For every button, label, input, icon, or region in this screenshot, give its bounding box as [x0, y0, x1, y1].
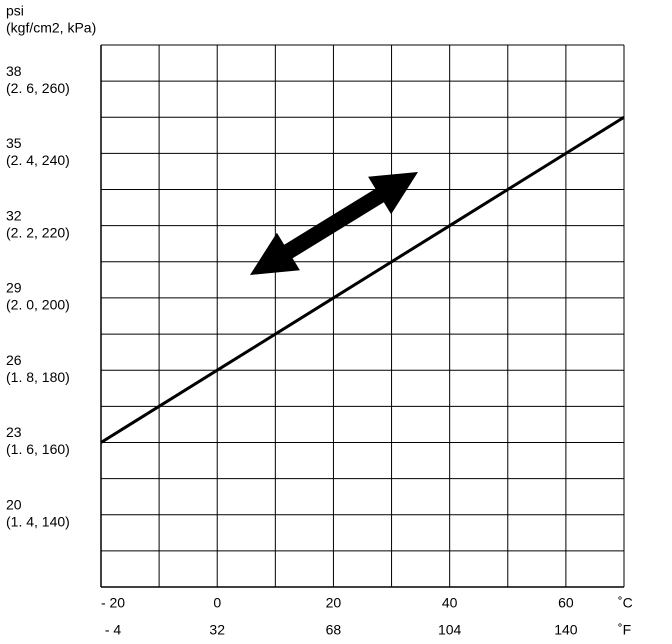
- y-tick-secondary-label: (2. 4, 240): [6, 152, 70, 168]
- y-tick-label: 32: [6, 207, 22, 223]
- data-line: [100, 115, 625, 444]
- y-tick-secondary-label: (2. 2, 220): [6, 224, 70, 240]
- y-tick-label: 23: [6, 424, 22, 440]
- x-tick-secondary-label: 104: [438, 622, 462, 638]
- x-tick-secondary-label: - 4: [105, 622, 122, 638]
- y-axis-label: psi: [6, 3, 24, 19]
- y-tick-label: 38: [6, 63, 22, 79]
- x-tick-label: 0: [213, 595, 221, 611]
- y-tick-label: 26: [6, 352, 22, 368]
- y-tick-label: 29: [6, 280, 22, 296]
- direction-arrow: [250, 172, 418, 275]
- y-tick-secondary-label: (2. 6, 260): [6, 80, 70, 96]
- x-tick-secondary-label: 140: [554, 622, 578, 638]
- y-tick-secondary-label: (1. 4, 140): [6, 513, 70, 529]
- y-tick-secondary-label: (1. 8, 180): [6, 369, 70, 385]
- x-axis-label-fahrenheit: ˚F: [618, 622, 631, 638]
- x-tick-label: - 20: [101, 595, 125, 611]
- x-tick-label: 60: [558, 595, 574, 611]
- y-tick-label: 35: [6, 135, 22, 151]
- x-tick-label: 40: [442, 595, 458, 611]
- x-axis-label: ˚C: [618, 595, 633, 611]
- x-tick-secondary-label: 32: [209, 622, 225, 638]
- x-tick-secondary-label: 68: [326, 622, 342, 638]
- x-tick-label: 20: [326, 595, 342, 611]
- y-axis-label-units: (kgf/cm2, kPa): [6, 20, 96, 36]
- y-tick-secondary-label: (2. 0, 200): [6, 297, 70, 313]
- y-tick-label: 20: [6, 496, 22, 512]
- y-tick-secondary-label: (1. 6, 160): [6, 441, 70, 457]
